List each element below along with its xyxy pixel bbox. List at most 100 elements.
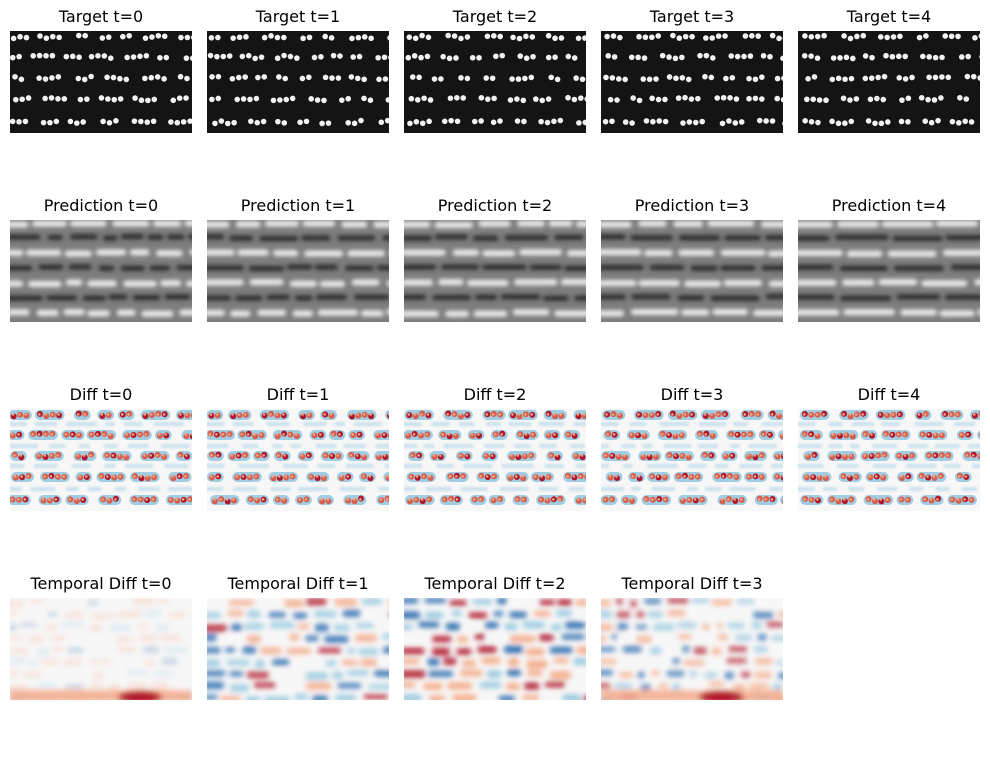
heatmap-panel: Target t=2: [404, 7, 586, 133]
target-particle: [345, 95, 352, 102]
diff-particle-highlight: [756, 413, 759, 416]
target-particle: [868, 75, 875, 81]
diff-ripple: [881, 422, 901, 426]
prediction-light-band: [878, 279, 918, 286]
diff-particle-highlight: [926, 475, 929, 478]
target-particle: [229, 75, 236, 82]
diff-particle-highlight: [309, 475, 312, 478]
diff-ripple: [104, 464, 116, 468]
temporal-diff-blob: [207, 599, 222, 606]
diff-ripple: [748, 444, 778, 448]
diff-ripple: [458, 422, 475, 426]
temporal-diff-blob: [312, 695, 329, 700]
temporal-diff-blob: [333, 624, 351, 631]
target-particle: [604, 33, 610, 40]
target-particle: [493, 53, 499, 60]
diff-ripple: [851, 422, 875, 426]
diff-ripple: [384, 464, 389, 468]
diff-particle-highlight: [671, 413, 674, 416]
temporal-diff-blob: [227, 610, 244, 616]
target-particle: [149, 34, 155, 40]
temporal-diff-blob: [143, 659, 156, 666]
target-particle: [918, 94, 925, 101]
target-particle: [977, 75, 980, 81]
target-particle: [451, 33, 458, 39]
temporal-diff-blob: [423, 682, 443, 690]
prediction-dark-band: [440, 264, 480, 270]
prediction-dark-band: [631, 294, 671, 300]
prediction-light-band: [630, 309, 679, 316]
temporal-diff-blob: [615, 598, 623, 606]
diff-particle-highlight: [304, 498, 308, 501]
diff-particle-highlight: [811, 475, 814, 478]
target-particle: [143, 53, 150, 59]
target-particle: [860, 32, 867, 39]
heatmap-image: [601, 598, 783, 700]
target-particle: [74, 120, 80, 126]
target-particle: [145, 97, 151, 104]
diff-ripple: [485, 422, 501, 426]
temporal-diff-blob: [207, 624, 227, 633]
target-particle: [979, 54, 980, 59]
temporal-diff-blob: [550, 623, 562, 631]
diff-particle-highlight: [782, 454, 783, 457]
diff-particle-highlight: [356, 413, 360, 416]
diff-particle-highlight: [320, 498, 323, 501]
temporal-diff-blob: [525, 648, 545, 656]
temporal-diff-blob: [155, 624, 171, 632]
diff-particle-highlight: [850, 433, 854, 436]
diff-particle-highlight: [24, 413, 28, 416]
temporal-diff-blob: [247, 610, 261, 619]
target-particle: [841, 33, 847, 39]
diff-ripple: [375, 444, 389, 448]
diff-ripple: [943, 464, 961, 468]
temporal-diff-blob: [687, 683, 702, 690]
target-particle: [426, 118, 432, 125]
diff-particle-highlight: [368, 475, 372, 478]
target-particle: [539, 97, 546, 104]
prediction-light-band: [712, 309, 749, 316]
diff-particle: [781, 499, 783, 504]
diff-particle-highlight: [673, 433, 677, 436]
temporal-diff-blob: [404, 658, 420, 664]
temporal-diff-blob: [725, 658, 747, 664]
diff-particle-highlight: [715, 475, 718, 478]
diff-particle-highlight: [43, 454, 47, 457]
target-particle: [578, 95, 584, 101]
target-particle: [421, 95, 427, 102]
temporal-diff-blob: [619, 659, 641, 668]
target-particle: [759, 74, 765, 80]
target-particle: [830, 55, 837, 61]
target-particle: [575, 35, 582, 42]
prediction-light-band: [921, 280, 968, 287]
target-particle: [356, 53, 363, 60]
diff-particle-highlight: [420, 498, 424, 501]
prediction-dark-band: [120, 265, 146, 271]
target-particle: [55, 96, 61, 102]
diff-ripple: [353, 422, 383, 426]
target-particle: [963, 96, 970, 102]
diff-particle-highlight: [578, 475, 582, 478]
target-particle: [875, 74, 881, 81]
diff-particle-highlight: [369, 413, 372, 416]
target-particle: [605, 53, 612, 59]
diff-particle-highlight: [447, 433, 451, 436]
temporal-diff-blob: [48, 670, 61, 677]
diff-particle-highlight: [680, 454, 684, 457]
temporal-diff-blob: [27, 635, 45, 643]
diff-particle-highlight: [230, 454, 234, 457]
target-particle: [843, 54, 850, 61]
diff-particle-highlight: [362, 454, 365, 457]
target-particle: [261, 74, 268, 80]
prediction-light-band: [229, 310, 251, 317]
target-particle: [150, 118, 157, 125]
diff-particle-highlight: [693, 498, 697, 501]
diff-particle-highlight: [854, 413, 858, 416]
temporal-diff-blob: [229, 671, 244, 677]
target-particle: [722, 33, 728, 39]
target-particle: [42, 95, 48, 102]
diff-particle-highlight: [644, 498, 648, 501]
target-particle: [260, 118, 267, 125]
temporal-diff-blob: [89, 624, 103, 632]
prediction-dark-band: [839, 265, 889, 271]
